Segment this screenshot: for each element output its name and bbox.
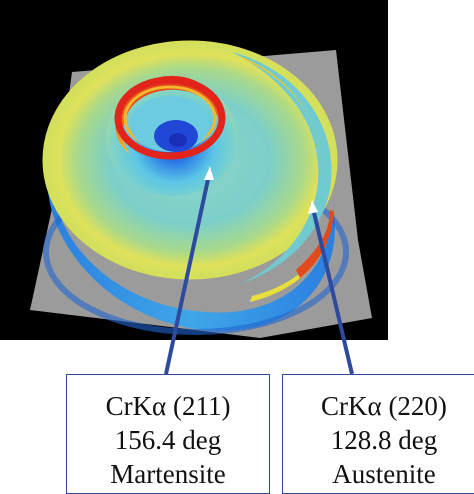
label-box-martensite: CrKα (211) 156.4 deg Martensite	[66, 374, 270, 494]
label-angle: 156.4 deg	[114, 425, 222, 455]
disc-side-wall	[47, 160, 335, 331]
label-peak: CrKα (220)	[321, 391, 447, 421]
label-peak: CrKα (211)	[105, 391, 231, 421]
label-phase: Martensite	[110, 459, 226, 489]
leader-arrow-220	[308, 200, 318, 214]
label-angle: 128.8 deg	[330, 425, 438, 455]
label-phase: Austenite	[332, 459, 436, 489]
leader-line-220	[310, 203, 354, 375]
outer-ridge	[232, 52, 332, 284]
leader-line-211	[164, 169, 212, 375]
diffraction-ring-figure	[0, 0, 388, 375]
leader-arrow-211	[204, 166, 214, 180]
label-box-austenite: CrKα (220) 128.8 deg Austenite	[282, 374, 474, 494]
